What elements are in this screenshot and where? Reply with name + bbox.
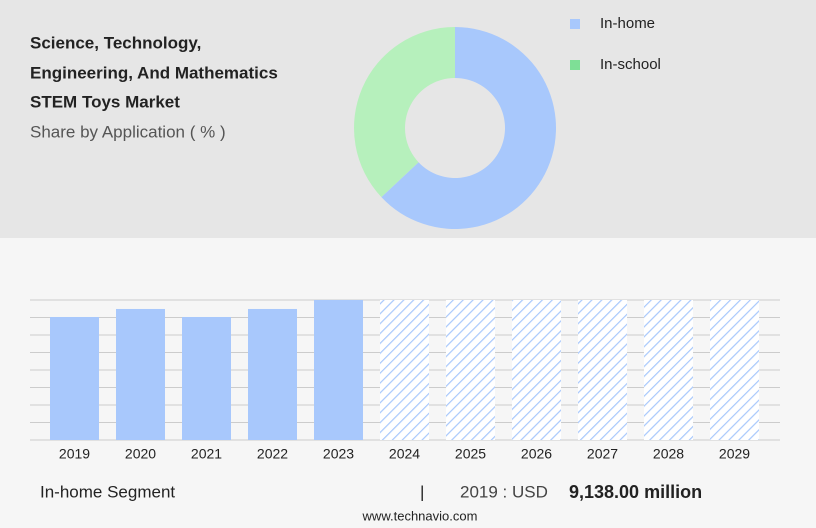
x-tick-label: 2026: [521, 446, 552, 462]
title-line: STEM Toys Market: [30, 92, 180, 111]
x-tick-label: 2021: [191, 446, 222, 462]
subtitle: Share by Application ( % ): [30, 122, 226, 141]
footer-segment: In-home Segment: [40, 482, 175, 501]
legend-label: In-school: [600, 56, 661, 73]
title-line: Science, Technology,: [30, 33, 201, 52]
x-tick-label: 2025: [455, 446, 486, 462]
forecast-bar: [380, 300, 429, 440]
title-line: Engineering, And Mathematics: [30, 63, 278, 82]
bar: [50, 316, 99, 440]
x-tick-label: 2022: [257, 446, 288, 462]
bar: [182, 316, 231, 440]
bar: [314, 299, 363, 440]
bar: [248, 308, 297, 440]
source: www.technavio.com: [362, 508, 478, 523]
legend-swatch: [570, 19, 580, 29]
legend-label: In-home: [600, 15, 655, 32]
x-tick-label: 2020: [125, 446, 156, 462]
x-tick-label: 2024: [389, 446, 420, 462]
forecast-bar: [512, 300, 561, 440]
x-tick-label: 2023: [323, 446, 354, 462]
x-tick-label: 2029: [719, 446, 750, 462]
footer-year: 2019 : USD: [460, 482, 548, 501]
x-tick-label: 2019: [59, 446, 90, 462]
forecast-bar: [446, 300, 495, 440]
x-tick-label: 2028: [653, 446, 684, 462]
forecast-bar: [644, 300, 693, 440]
x-tick-label: 2027: [587, 446, 618, 462]
donut-slice: [381, 27, 556, 229]
donut-slice: [354, 27, 455, 198]
forecast-bar: [578, 300, 627, 440]
footer-separator: |: [420, 482, 424, 501]
footer-value: 9,138.00 million: [569, 482, 702, 502]
forecast-bar: [710, 300, 759, 440]
bar: [116, 308, 165, 440]
legend-swatch: [570, 60, 580, 70]
